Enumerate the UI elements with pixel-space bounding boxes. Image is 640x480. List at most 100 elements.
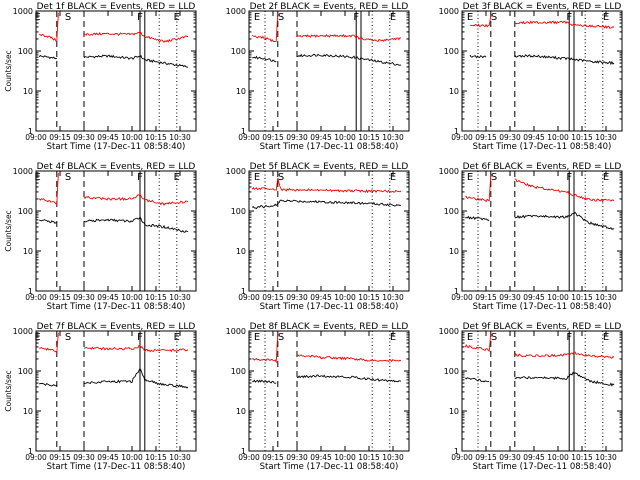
x-tick-label: 09:15 (49, 453, 71, 462)
lld-series-line (514, 178, 615, 203)
plot-frame (35, 170, 197, 292)
chart-title: Det 9f BLACK = Events, RED = LLD (463, 322, 622, 332)
x-tick-label: 09:00 (25, 133, 47, 142)
lld-series-line (469, 14, 492, 28)
x-tick-label: 10:15 (571, 453, 593, 462)
y-tick-label: 10 (236, 87, 246, 96)
x-tick-label: 10:00 (547, 293, 569, 302)
phase-marker-label: S (491, 332, 497, 343)
x-tick-label: 09:45 (97, 453, 119, 462)
phase-marker-label: E (34, 12, 40, 23)
x-tick-label: 09:00 (451, 133, 473, 142)
x-tick-label: 09:00 (25, 293, 47, 302)
chart-panel-3: Det 3f BLACK = Events, RED = LLD 1 10 100 10… (439, 2, 623, 152)
phase-marker-label: S (491, 12, 497, 23)
y-tick-label: 100 (231, 367, 246, 376)
chart-panel-4: Det 4f BLACK = Events, RED = LLD 1 10 100 10… (4, 162, 197, 312)
x-tick-label: 09:00 (25, 453, 47, 462)
x-tick-label: 10:30 (169, 453, 191, 462)
x-tick-label: 10:15 (358, 293, 380, 302)
lld-series-line (296, 354, 402, 363)
plot-frame (35, 330, 197, 452)
y-tick-label: 1000 (13, 7, 33, 16)
y-tick-label: 1000 (13, 327, 33, 336)
events-series-line (83, 54, 189, 68)
x-tick-label: 10:00 (121, 133, 143, 142)
plot-frame (248, 10, 410, 132)
y-tick-label: 1000 (439, 167, 459, 176)
chart-title: Det 5f BLACK = Events, RED = LLD (250, 162, 409, 172)
y-tick-label: 10 (23, 247, 33, 256)
phase-marker-label: E (603, 172, 609, 183)
phase-marker-label: F (137, 12, 143, 23)
lld-series-line (465, 174, 492, 203)
events-series-line (464, 377, 490, 383)
x-tick-label: 09:45 (97, 293, 119, 302)
x-axis-label: Start Time (17-Dec-11 08:58:40) (473, 142, 612, 152)
x-tick-label: 09:45 (523, 453, 545, 462)
x-tick-label: 10:00 (547, 133, 569, 142)
phase-marker-label: E (174, 172, 180, 183)
x-tick-label: 10:00 (547, 453, 569, 462)
x-tick-label: 09:30 (499, 453, 521, 462)
x-tick-label: 10:30 (595, 293, 617, 302)
y-tick-label: 1 (454, 127, 459, 136)
phase-marker-label: F (566, 12, 572, 23)
x-axis-label: Start Time (17-Dec-11 08:58:40) (47, 302, 186, 312)
phase-marker-label: S (491, 172, 497, 183)
y-tick-label: 100 (18, 47, 33, 56)
chart-panel-9: Det 9f BLACK = Events, RED = LLD 1 10 100 10… (439, 322, 623, 472)
x-tick-label: 09:00 (238, 293, 260, 302)
plot-frame (461, 330, 623, 452)
chart-panel-8: Det 8f BLACK = Events, RED = LLD 1 10 100 10… (226, 322, 410, 472)
plot-frame (35, 10, 197, 132)
x-tick-label: 09:15 (262, 453, 284, 462)
x-axis-label: Start Time (17-Dec-11 08:58:40) (473, 302, 612, 312)
x-tick-label: 09:30 (499, 133, 521, 142)
x-tick-label: 09:30 (286, 133, 308, 142)
x-tick-label: 10:00 (334, 453, 356, 462)
x-tick-label: 09:45 (310, 453, 332, 462)
chart-title: Det 1f BLACK = Events, RED = LLD (37, 2, 196, 12)
phase-marker-label: E (174, 12, 180, 23)
events-series-line (252, 379, 277, 384)
phase-marker-label: E (390, 172, 396, 183)
phase-marker-label: E (390, 332, 396, 343)
x-tick-label: 10:30 (169, 133, 191, 142)
phase-marker-label: E (603, 12, 609, 23)
lld-series-line (514, 351, 615, 359)
y-tick-label: 1 (454, 287, 459, 296)
phase-marker-label: E (254, 332, 260, 343)
phase-marker-label: E (467, 172, 473, 183)
events-series-line (251, 199, 402, 210)
y-tick-label: 100 (18, 207, 33, 216)
x-tick-label: 10:00 (334, 133, 356, 142)
chart-panel-6: Det 6f BLACK = Events, RED = LLD 1 10 100 10… (439, 162, 623, 312)
x-axis-label: Start Time (17-Dec-11 08:58:40) (260, 142, 399, 152)
x-tick-label: 10:15 (358, 133, 380, 142)
phase-marker-label: E (467, 12, 473, 23)
chart-panel-1: Det 1f BLACK = Events, RED = LLD 1 10 100 10… (4, 2, 197, 152)
y-tick-label: 1000 (13, 167, 33, 176)
x-tick-label: 09:00 (451, 293, 473, 302)
y-tick-label: 1 (28, 127, 33, 136)
x-tick-label: 10:15 (571, 133, 593, 142)
x-tick-label: 09:30 (499, 293, 521, 302)
y-tick-label: 1000 (439, 7, 459, 16)
y-tick-label: 1000 (226, 7, 246, 16)
x-tick-label: 09:30 (286, 293, 308, 302)
x-tick-label: 10:30 (382, 453, 404, 462)
y-tick-label: 10 (449, 247, 459, 256)
chart-title: Det 7f BLACK = Events, RED = LLD (37, 322, 196, 332)
lld-series-line (38, 172, 59, 207)
events-series-line (514, 211, 615, 231)
x-tick-label: 09:45 (310, 133, 332, 142)
lld-series-line (251, 178, 402, 194)
lld-series-line (296, 33, 402, 42)
chart-panel-2: Det 2f BLACK = Events, RED = LLD 1 10 100 10… (226, 2, 410, 152)
lld-series-line (514, 20, 615, 29)
y-tick-label: 1 (241, 127, 246, 136)
x-tick-label: 10:15 (358, 453, 380, 462)
x-tick-label: 10:30 (382, 293, 404, 302)
